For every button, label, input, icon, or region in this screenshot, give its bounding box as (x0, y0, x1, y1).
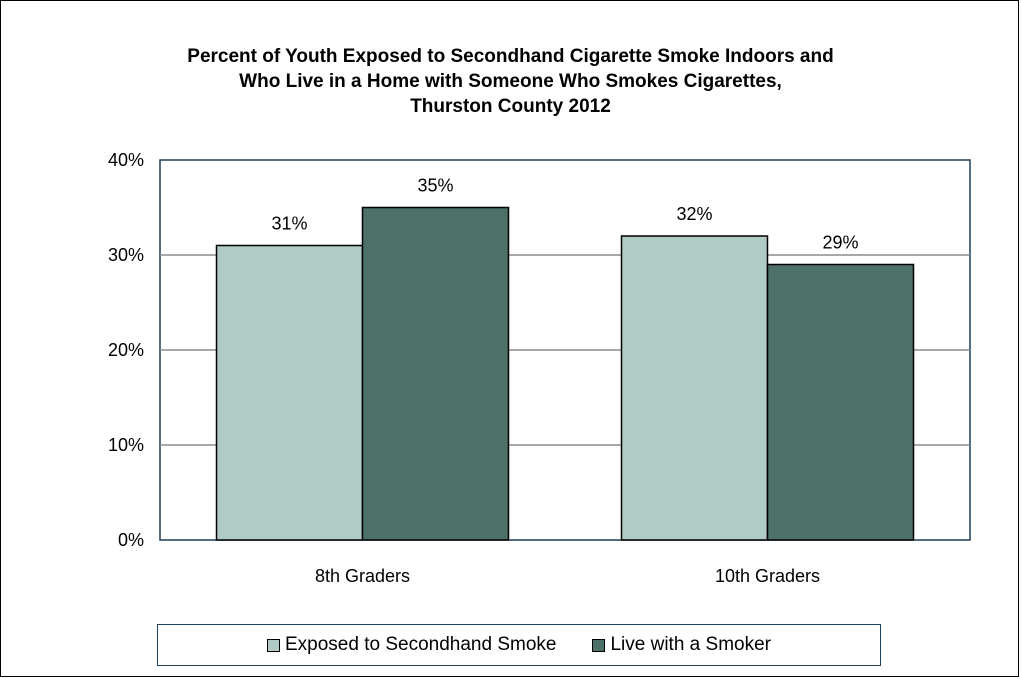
y-tick-label: 0% (118, 530, 144, 550)
y-tick-label: 30% (108, 245, 144, 265)
legend-label-smoker: Live with a Smoker (610, 634, 771, 655)
bar-smoker (766, 263, 915, 541)
x-tick-label: 8th Graders (315, 566, 410, 586)
chart-title-line-3: Thurston County 2012 (410, 96, 611, 117)
y-tick-label: 40% (108, 150, 144, 170)
legend-swatch-smoker (592, 638, 606, 652)
bar-exposed (215, 244, 364, 541)
data-label: 35% (417, 176, 453, 196)
chart-title: Percent of Youth Exposed to Secondhand C… (40, 44, 981, 119)
legend: Exposed to Secondhand Smoke Live with a … (157, 624, 881, 666)
legend-item-smoker: Live with a Smoker (592, 634, 771, 656)
x-tick-label: 10th Graders (715, 566, 820, 586)
chart-title-line-2: Who Live in a Home with Someone Who Smok… (239, 71, 782, 92)
legend-label-exposed: Exposed to Secondhand Smoke (285, 634, 557, 655)
labels: 0% 10% 20% 30% 40% 31% 35% 8th Graders 32% 29% 10t… (108, 150, 859, 586)
bars (215, 206, 915, 541)
data-label: 32% (676, 204, 712, 224)
y-tick-label: 20% (108, 340, 144, 360)
legend-item-exposed: Exposed to Secondhand Smoke (267, 634, 556, 656)
data-label: 31% (271, 214, 307, 234)
bar-smoker (361, 206, 510, 541)
chart-title-line-1: Percent of Youth Exposed to Secondhand C… (187, 46, 834, 67)
bar-exposed (620, 235, 769, 541)
data-label: 29% (822, 233, 858, 253)
legend-swatch-exposed (267, 638, 280, 652)
y-tick-label: 10% (108, 435, 144, 455)
